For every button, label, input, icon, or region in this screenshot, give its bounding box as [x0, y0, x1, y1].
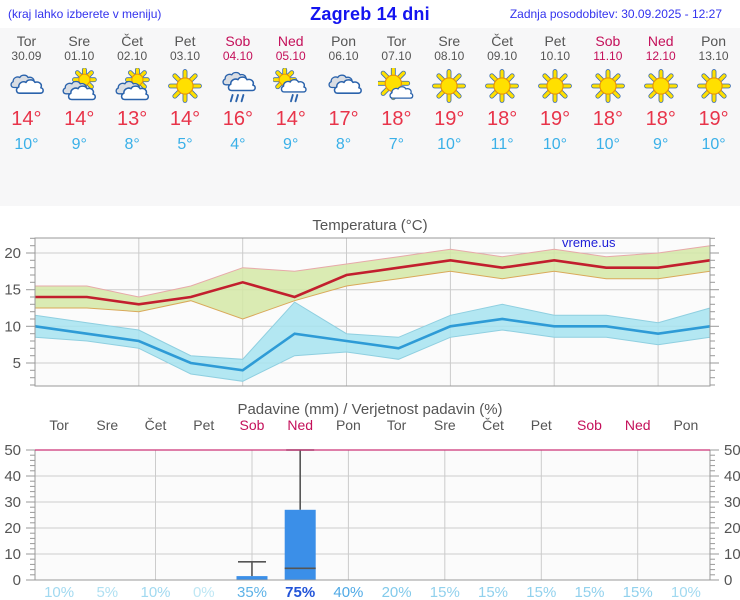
svg-text:30: 30 [4, 494, 21, 511]
svg-text:Temperatura (°C): Temperatura (°C) [312, 217, 427, 234]
svg-text:30: 30 [724, 494, 740, 511]
svg-text:15%: 15% [623, 584, 653, 600]
svg-text:5%: 5% [96, 584, 118, 600]
svg-text:Tor: Tor [387, 417, 407, 433]
svg-text:10: 10 [4, 546, 21, 563]
svg-text:40: 40 [4, 468, 21, 485]
svg-text:Pon: Pon [336, 417, 361, 433]
svg-text:0%: 0% [193, 584, 215, 600]
svg-text:Sob: Sob [240, 417, 265, 433]
svg-text:20: 20 [724, 520, 740, 537]
svg-text:75%: 75% [285, 584, 315, 600]
svg-text:10%: 10% [140, 584, 170, 600]
svg-text:20: 20 [4, 245, 21, 262]
svg-text:Tor: Tor [49, 417, 69, 433]
svg-text:Padavine (mm) / Verjetnost pad: Padavine (mm) / Verjetnost padavin (%) [237, 401, 502, 418]
svg-text:20: 20 [4, 520, 21, 537]
svg-text:50: 50 [724, 442, 740, 459]
svg-text:15%: 15% [430, 584, 460, 600]
svg-text:Ned: Ned [287, 417, 313, 433]
svg-text:10: 10 [724, 546, 740, 563]
svg-text:10%: 10% [671, 584, 701, 600]
svg-text:Sre: Sre [434, 417, 456, 433]
svg-text:vreme.us: vreme.us [562, 235, 616, 250]
svg-text:Sob: Sob [577, 417, 602, 433]
svg-text:Pet: Pet [531, 417, 552, 433]
svg-text:15%: 15% [478, 584, 508, 600]
svg-text:Pon: Pon [673, 417, 698, 433]
svg-text:15: 15 [4, 282, 21, 299]
svg-text:50: 50 [4, 442, 21, 459]
svg-text:Čet: Čet [482, 417, 504, 433]
svg-text:Čet: Čet [145, 417, 167, 433]
svg-text:0: 0 [13, 572, 21, 589]
svg-text:Ned: Ned [625, 417, 651, 433]
svg-text:35%: 35% [237, 584, 267, 600]
svg-text:15%: 15% [574, 584, 604, 600]
svg-text:5: 5 [13, 355, 21, 372]
svg-text:Pet: Pet [193, 417, 214, 433]
svg-text:40: 40 [724, 468, 740, 485]
svg-text:0: 0 [724, 572, 732, 589]
svg-text:40%: 40% [333, 584, 363, 600]
svg-text:Sre: Sre [96, 417, 118, 433]
svg-text:10%: 10% [44, 584, 74, 600]
svg-text:20%: 20% [382, 584, 412, 600]
svg-text:10: 10 [4, 318, 21, 335]
svg-text:15%: 15% [526, 584, 556, 600]
